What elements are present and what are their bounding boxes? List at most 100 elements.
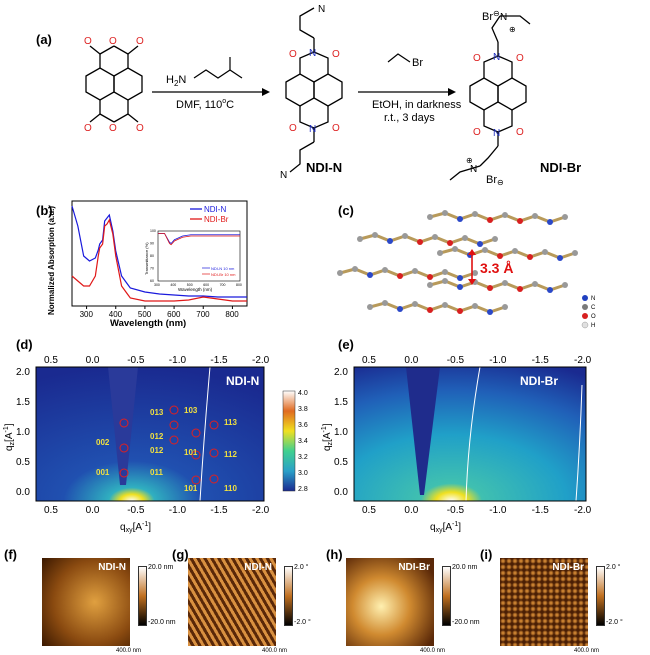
anhydride-oxygens: O O O O O O [84,36,144,134]
svg-text:001: 001 [96,468,110,477]
abs-xtick-label: 700 [196,310,210,319]
left-tick: 0.0 [16,487,30,498]
top-tick: -2.0 [574,355,592,366]
condition-1: DMF, 110oC [176,98,234,111]
top-tick: 0.0 [86,355,100,366]
bottom-tick: -0.5 [127,505,145,516]
colorbar-tick: 3.8 [298,406,308,413]
abs-xtick-label: 400 [109,310,123,319]
panel-label-e: (e) [338,337,354,352]
svg-text:N: N [493,52,500,63]
br-counterion-top: Br⊖ [482,9,500,23]
svg-text:110: 110 [224,484,237,493]
panel-label-h: (h) [326,547,343,562]
bottom-tick: 0.5 [44,505,58,516]
inset-xtick-label: 300 [154,283,160,287]
inset-xtick-label: 700 [220,283,226,287]
bottom-tick: -1.0 [489,505,507,516]
condition-2a: EtOH, in darkness [372,99,462,111]
svg-text:O: O [109,36,117,47]
right-tick: 1.0 [589,428,601,437]
svg-text:N: N [318,4,325,15]
bragg-peaks [119,405,219,485]
abs-xtick-label: 300 [80,310,94,319]
legend-ndi-n: NDI-N [204,205,226,214]
svg-text:O: O [473,127,481,138]
bottom-tick: -2.0 [252,505,270,516]
giwaxs-n-ylabel: qz[A-1] [3,423,16,451]
svg-text:O: O [136,123,144,134]
svg-text:O: O [516,53,524,64]
right-tick: 1.6 [267,392,279,401]
svg-text:O: O [289,49,297,60]
svg-text:011: 011 [150,468,163,477]
ndi-br-label: NDI-Br [540,160,581,175]
right-tick: 0.8 [267,440,279,449]
inset-ytick-label: 70 [150,267,154,271]
afm-phase-ndi-br: NDI-Br [500,558,588,646]
ndi-n-atoms: N N O O O O N N [280,4,340,181]
abs-xtick-label: 500 [138,310,152,319]
giwaxs-br-ylabel: qz[A-1] [321,423,334,451]
naphthalene-dianhydride [85,45,143,123]
svg-text:C: C [591,305,596,311]
afm-g-colorbar [284,566,293,626]
giwaxs-n-map [36,367,264,501]
afm-height-ndi-n: NDI-N [42,558,130,646]
svg-text:O: O [84,36,92,47]
reaction-scheme: O O O O O O H2N DMF, 110oC N N O O O O N… [84,4,581,187]
abs-xtick-label: 800 [225,310,239,319]
svg-text:002: 002 [96,438,110,447]
svg-text:N: N [591,296,595,302]
abs-series-NDI-N [71,205,247,298]
svg-text:O: O [473,53,481,64]
afm-i-colorbar [596,566,605,626]
inset-xtick-label: 600 [203,283,209,287]
top-tick: -0.5 [447,355,465,366]
ndi-n-label: NDI-N [306,160,342,175]
charge-plus-bottom: ⊕ [466,156,473,165]
inset-xtick-label: 800 [236,283,242,287]
colorbar-tick: 3.6 [298,422,308,429]
right-tick: 0.5 [589,458,601,467]
right-tick: 0.0 [589,488,601,497]
afm-phase-ndi-n: NDI-N [188,558,276,646]
bottom-tick: -0.5 [447,505,465,516]
svg-text:N: N [309,48,316,59]
inset-xtick-label: 400 [170,283,176,287]
inset-legend-n: NDI-N 10 nm [211,266,235,271]
ndi-br-atoms: N N O O O O N N [470,12,524,175]
top-tick: -1.0 [169,355,187,366]
top-tick: 0.5 [44,355,58,366]
svg-text:H: H [591,323,595,329]
bottom-tick: 0.5 [362,505,376,516]
svg-text:O: O [591,314,596,320]
colorbar-tick: 2.8 [298,486,308,493]
bottom-tick: 0.0 [86,505,100,516]
svg-text:112: 112 [224,450,237,459]
giwaxs-n-wedge [108,367,138,485]
afm-f-colorbar [138,566,147,626]
left-tick: 0.0 [334,487,348,498]
svg-text:O: O [289,123,297,134]
svg-text:O: O [136,36,144,47]
right-tick: 1.5 [589,398,601,407]
legend-ndi-br: NDI-Br [204,215,229,224]
ndi-br-structure [449,15,531,181]
svg-text:O: O [516,127,524,138]
absorption-chart: 300 400 500 600 700 800 Wavelength (nm) Norma… [47,200,248,329]
inset-ytick-label: 100 [150,229,156,233]
left-tick: 0.5 [16,457,30,468]
panel-label-d: (d) [16,337,33,352]
svg-text:N: N [493,128,500,139]
svg-text:H2N: H2N [166,74,186,88]
miller-indices: 013 103 113 002 012 012 101 112 001 011 … [96,406,237,493]
colorbar-tick: 4.0 [298,390,308,397]
svg-text:N: N [500,12,507,23]
svg-text:101: 101 [184,484,198,493]
left-tick: 2.0 [16,367,30,378]
panel-label-g: (g) [172,547,189,562]
left-tick: 1.5 [334,397,348,408]
giwaxs-br-wedge [406,367,440,495]
stacking-distance: 3.3 Å [480,260,513,276]
